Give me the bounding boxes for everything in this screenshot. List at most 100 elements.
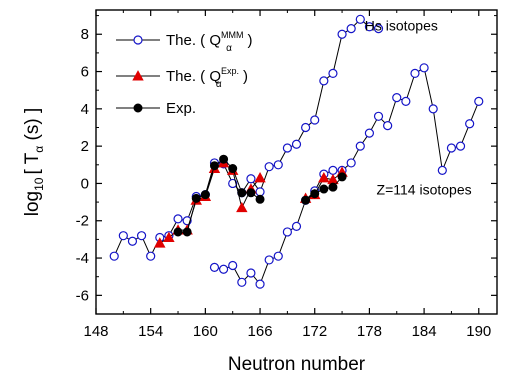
- data-point-exp: [337, 172, 347, 182]
- y-label-bracket: [ T: [22, 152, 43, 174]
- data-point-the_mmm: [392, 93, 402, 103]
- data-point-the_mmm: [282, 227, 292, 237]
- series-the_mmm: [109, 14, 484, 289]
- data-point-the_mmm: [373, 111, 384, 121]
- y-tick-label: 0: [81, 175, 89, 192]
- x-tick-label: 166: [248, 323, 273, 340]
- series-line-exp: [178, 158, 261, 233]
- data-point-the_mmm: [446, 143, 457, 153]
- x-tick-label: 178: [357, 323, 382, 340]
- data-point-the_mmm: [465, 119, 475, 129]
- data-point-the_mmm: [401, 96, 411, 106]
- data-point-exp: [182, 227, 192, 237]
- legend: The. ( QMMM α )The. ( QExp. α )Exp.: [116, 30, 252, 117]
- data-point-the_exp: [154, 237, 166, 248]
- data-point-the_mmm: [328, 68, 338, 79]
- data-point-exp: [246, 188, 256, 198]
- data-point-the_mmm: [273, 251, 283, 261]
- x-tick-label: 154: [138, 323, 163, 340]
- x-axis-label: Neutron number: [228, 354, 366, 375]
- legend-label-main: Exp.: [166, 100, 196, 117]
- data-point-exp: [328, 182, 338, 192]
- legend-marker: [133, 35, 143, 45]
- data-point-the_mmm: [291, 139, 302, 149]
- x-tick-label: 190: [466, 323, 491, 340]
- data-point-exp: [200, 190, 210, 200]
- data-point-the_mmm: [355, 14, 365, 24]
- y-label-alpha: α: [32, 146, 46, 153]
- data-point-exp: [237, 188, 247, 198]
- legend-entry: Exp.: [116, 100, 196, 117]
- data-point-the_mmm: [428, 104, 438, 114]
- legend-marker: [133, 103, 143, 113]
- annotation-label: Z=114 isotopes: [377, 182, 472, 198]
- data-point-exp: [191, 193, 201, 203]
- data-point-the_exp: [163, 231, 175, 242]
- data-point-the_mmm: [383, 121, 393, 131]
- data-point-the_mmm: [273, 160, 283, 170]
- legend-marker: [132, 70, 144, 81]
- data-point-the_mmm: [419, 63, 429, 73]
- series-exp: [173, 154, 347, 237]
- data-point-the_mmm: [291, 221, 302, 231]
- series-line-the_mmm: [113, 18, 379, 258]
- series-layer: [109, 14, 484, 289]
- legend-label-superscript: Exp.: [221, 66, 239, 76]
- legend-label-suffix: ): [239, 68, 248, 85]
- data-point-exp: [228, 164, 238, 174]
- legend-label-subscript: α: [216, 79, 222, 90]
- y-tick-label: -4: [76, 250, 89, 267]
- data-point-the_mmm: [264, 255, 274, 265]
- y-tick-label: -6: [76, 287, 89, 304]
- legend-label: The. ( QExp. α ): [166, 66, 248, 90]
- data-point-exp: [173, 227, 183, 237]
- data-point-the_mmm: [255, 187, 265, 197]
- y-label-unit: (s) ]: [22, 108, 43, 146]
- data-point-the_mmm: [173, 214, 183, 224]
- data-point-the_mmm: [146, 251, 156, 261]
- data-point-the_mmm: [109, 251, 119, 261]
- data-point-the_mmm: [282, 143, 292, 153]
- data-point-the_mmm: [228, 260, 238, 271]
- data-point-the_mmm: [255, 279, 265, 289]
- annotations: Hs isotopes Z=114 isotopes: [365, 18, 472, 198]
- y-axis-label: log10 [ Tα (s) ]: [22, 108, 46, 216]
- legend-label: Exp.: [166, 100, 196, 117]
- data-point-exp: [219, 154, 229, 164]
- data-point-the_mmm: [228, 178, 238, 189]
- data-point-the_mmm: [264, 162, 274, 172]
- y-tick-label: 2: [81, 138, 89, 155]
- y-tick-label: -2: [76, 213, 89, 230]
- data-point-the_mmm: [118, 231, 128, 241]
- data-point-the_mmm: [301, 122, 311, 133]
- data-point-exp: [209, 161, 219, 171]
- data-point-the_mmm: [246, 174, 256, 184]
- data-point-the_mmm: [218, 264, 229, 274]
- data-point-the_mmm: [474, 96, 484, 106]
- data-point-the_mmm: [355, 141, 365, 151]
- y-tick-label: 4: [81, 101, 89, 118]
- data-point-the_mmm: [136, 231, 147, 241]
- data-point-the_exp: [236, 201, 248, 213]
- data-point-the_mmm: [455, 141, 466, 151]
- data-point-exp: [301, 195, 311, 205]
- data-point-exp: [255, 194, 265, 204]
- data-point-the_mmm: [209, 262, 220, 272]
- data-point-the_mmm: [310, 115, 320, 125]
- annotation-label: Hs isotopes: [365, 18, 438, 34]
- data-point-the_mmm: [437, 165, 447, 175]
- data-point-the_mmm: [337, 29, 347, 39]
- legend-label-suffix: ): [243, 32, 252, 49]
- data-point-the_mmm: [237, 277, 247, 287]
- y-tick-label: 8: [81, 26, 89, 43]
- data-point-exp: [319, 184, 329, 194]
- x-tick-label: 172: [302, 323, 327, 340]
- legend-label-superscript: MMM: [221, 30, 244, 40]
- legend-entry: The. ( QExp. α ): [116, 66, 248, 90]
- axis-ticks: 148 154 160 166 172 178 184 190 -6 -4 -2 0 2 4 6 8: [76, 10, 497, 340]
- y-tick-label: 6: [81, 64, 89, 81]
- legend-entry: The. ( QMMM α ): [116, 30, 252, 54]
- data-point-the_mmm: [127, 236, 138, 246]
- data-point-the_mmm: [373, 24, 384, 34]
